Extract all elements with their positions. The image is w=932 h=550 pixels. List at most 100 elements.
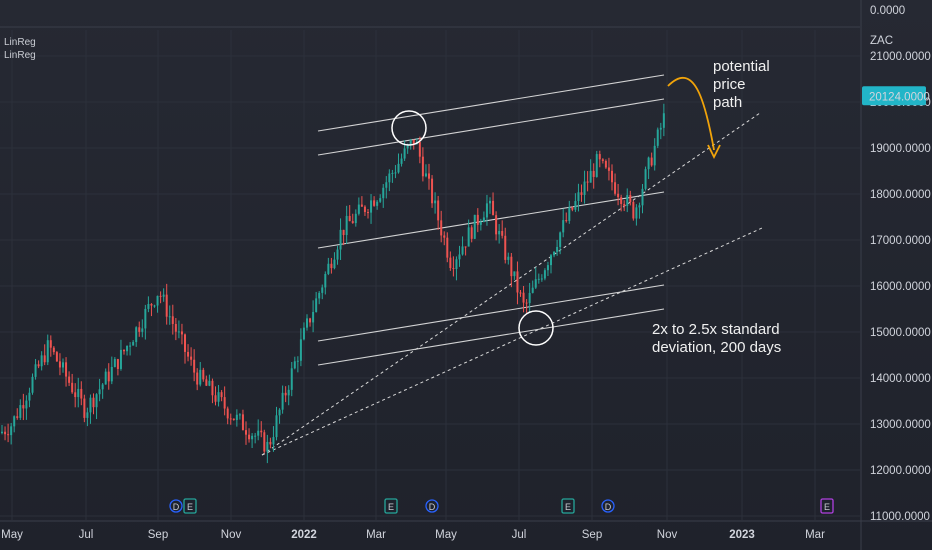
indicator-legend: LinReg LinReg xyxy=(4,37,36,61)
candle-up xyxy=(543,270,546,279)
candle-down xyxy=(205,379,208,386)
candle-down xyxy=(263,432,266,452)
candle-up xyxy=(238,414,241,416)
candle-down xyxy=(492,200,495,216)
candle-up xyxy=(156,295,159,306)
event-marker[interactable]: E xyxy=(820,498,834,514)
candle-up xyxy=(13,416,16,427)
candlestick-series xyxy=(1,103,665,464)
candle-up xyxy=(635,207,638,219)
candle-down xyxy=(510,256,513,277)
candle-up xyxy=(272,437,275,445)
candle-down xyxy=(16,416,19,418)
candle-down xyxy=(342,229,345,236)
x-tick-label: Sep xyxy=(582,529,602,541)
earnings-marker-icon xyxy=(183,498,197,514)
candle-down xyxy=(580,192,583,195)
last-price-badge xyxy=(862,86,926,106)
candle-up xyxy=(19,405,22,418)
candle-up xyxy=(400,158,403,164)
candle-down xyxy=(565,220,568,222)
candle-up xyxy=(638,205,641,208)
candle-up xyxy=(568,207,571,221)
candle-up xyxy=(354,213,357,224)
candle-up xyxy=(235,414,238,421)
candle-up xyxy=(147,304,150,309)
candle-up xyxy=(290,368,293,390)
candle-up xyxy=(394,172,397,174)
candle-down xyxy=(525,302,528,304)
candle-up xyxy=(287,389,290,396)
candle-down xyxy=(68,376,71,383)
candle-down xyxy=(617,193,620,198)
candle-down xyxy=(620,197,623,204)
candle-down xyxy=(363,206,366,213)
candle-up xyxy=(101,384,104,390)
event-marker[interactable]: E xyxy=(183,498,197,514)
candle-up xyxy=(653,145,656,166)
candle-down xyxy=(623,203,626,206)
candle-down xyxy=(202,369,205,380)
x-tick-label: Mar xyxy=(366,529,386,541)
event-marker[interactable]: D xyxy=(169,499,183,513)
candle-down xyxy=(55,352,58,362)
candle-down xyxy=(159,295,162,297)
candle-down xyxy=(196,372,199,385)
candle-up xyxy=(531,287,534,293)
candle-up xyxy=(583,181,586,195)
y-tick-label: 12000.0000 xyxy=(870,465,931,477)
candle-down xyxy=(71,382,74,393)
candle-up xyxy=(1,431,3,434)
y-tick-label: 21000.0000 xyxy=(870,51,931,63)
candle-up xyxy=(357,204,360,214)
candle-down xyxy=(348,215,351,222)
price-axis[interactable]: 0.0000ZAC21000.000020000.000019000.00001… xyxy=(862,5,931,523)
candle-up xyxy=(28,392,31,401)
candle-up xyxy=(62,362,64,368)
candle-down xyxy=(418,141,421,157)
x-tick-label: May xyxy=(1,529,23,541)
candle-up xyxy=(299,339,302,361)
x-tick-label: Jul xyxy=(79,529,94,541)
event-marker[interactable]: E xyxy=(561,498,575,514)
y-tick-label: 18000.0000 xyxy=(870,189,931,201)
event-marker[interactable]: D xyxy=(601,499,615,513)
event-marker[interactable]: D xyxy=(425,499,439,513)
candle-down xyxy=(65,362,68,377)
candle-down xyxy=(464,246,467,248)
y-tick-label: 15000.0000 xyxy=(870,327,931,339)
candle-down xyxy=(116,359,119,369)
candle-up xyxy=(550,255,552,266)
candle-up xyxy=(434,200,437,204)
y-tick-label: 17000.0000 xyxy=(870,235,931,247)
candle-up xyxy=(467,227,470,247)
event-marker-label: D xyxy=(173,502,180,512)
candle-up xyxy=(379,198,382,202)
candle-up xyxy=(217,392,220,402)
candle-down xyxy=(232,418,235,421)
event-marker-label: D xyxy=(429,502,436,512)
candle-up xyxy=(482,217,485,222)
candle-up xyxy=(455,259,458,269)
support-trendline-shallow xyxy=(261,227,763,456)
candle-down xyxy=(373,200,376,206)
candle-down xyxy=(83,398,86,418)
candle-up xyxy=(129,345,132,347)
event-marker[interactable]: E xyxy=(384,498,398,514)
candle-up xyxy=(406,144,409,149)
time-axis[interactable]: May Jul Sep Nov 2022 Mar May Jul Sep Nov 2023 Mar xyxy=(1,529,825,541)
candle-down xyxy=(58,361,61,368)
candle-up xyxy=(251,435,254,440)
candle-down xyxy=(650,157,653,166)
candle-up xyxy=(312,312,315,323)
y-tick-label: 19000.0000 xyxy=(870,143,931,155)
candle-up xyxy=(479,221,482,225)
candle-down xyxy=(229,418,232,420)
candle-down xyxy=(211,380,214,396)
candle-up xyxy=(31,376,34,393)
regression-mid-line xyxy=(317,191,665,249)
candle-down xyxy=(226,408,229,419)
